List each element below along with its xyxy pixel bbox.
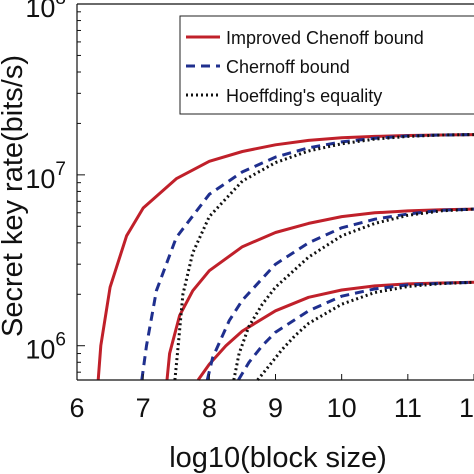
series-line-1-curve-2: [165, 207, 474, 381]
legend-label-3: Hoeffding's equality: [226, 86, 382, 106]
x-tick-label: 9: [268, 393, 283, 423]
legend-label-1: Improved Chenoff bound: [226, 28, 424, 48]
series-line-1-curve-1: [96, 133, 474, 381]
x-axis-label: log10(block size): [169, 442, 387, 474]
series-line-3-curve-2: [232, 207, 474, 381]
axes: 6 7 8 9 10 11 12 106 107 108: [25, 0, 474, 423]
legend-box: [179, 15, 474, 115]
x-tick-label: 6: [69, 393, 84, 423]
series-line-3-curve-1: [173, 133, 474, 381]
series-line-2-curve-2: [205, 207, 474, 381]
legend-label-2: Chernoff bound: [226, 57, 350, 77]
x-tick-label: 7: [136, 393, 151, 423]
series-line-3-curve-3: [256, 280, 474, 381]
x-tick-label: 12: [459, 393, 474, 423]
y-tick-label: 108: [25, 0, 66, 23]
series-line-2-curve-3: [237, 280, 474, 381]
plot-lines: [96, 133, 474, 381]
x-tick-label: 10: [327, 393, 357, 423]
y-tick-label: 107: [25, 159, 66, 194]
y-tick-label: 106: [25, 330, 66, 365]
x-tick-label: 11: [394, 393, 422, 423]
y-axis-label: Secret key rate(bits/s): [0, 55, 29, 337]
legend: Improved Chenoff bound Chernoff bound Hoef…: [179, 15, 474, 115]
x-tick-label: 8: [202, 393, 217, 423]
